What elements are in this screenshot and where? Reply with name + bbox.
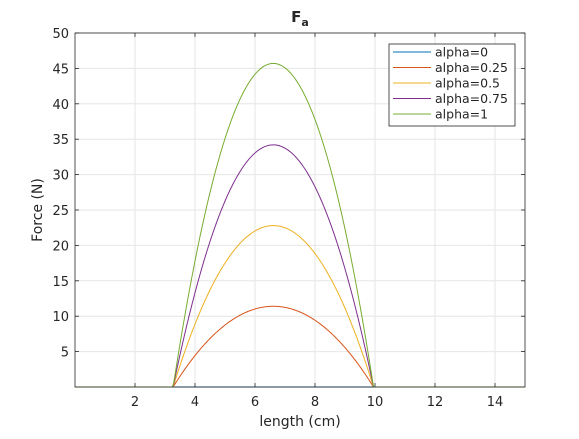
legend-box [388,43,516,127]
title-main: F [291,8,301,26]
legend-label: alpha=1 [435,107,488,122]
x-axis-label: length (cm) [259,414,340,430]
title-subscript: a [301,16,308,29]
legend-label: alpha=0.75 [435,91,508,106]
y-tick-label: 45 [52,62,69,77]
y-tick-label: 10 [52,310,69,325]
x-tick-label: 4 [191,395,199,410]
y-axis-label: Force (N) [30,178,46,242]
y-tick-label: 15 [52,275,69,290]
y-tick-label: 20 [52,239,69,254]
x-tick-label: 12 [427,395,444,410]
y-tick-label: 25 [52,204,69,219]
legend: alpha=0alpha=0.25alpha=0.5alpha=0.75alph… [388,43,516,127]
x-tick-label: 8 [311,395,319,410]
legend-label: alpha=0.5 [435,76,500,91]
legend-label: alpha=0 [435,45,488,60]
y-tick-label: 35 [52,133,69,148]
x-tick-label: 2 [131,395,139,410]
legend-label: alpha=0.25 [435,60,508,75]
chart-title: Fa [291,8,309,29]
y-tick-label: 5 [61,346,69,361]
x-tick-label: 14 [487,395,504,410]
y-tick-label: 50 [52,27,69,42]
x-tick-label: 10 [367,395,384,410]
grid [75,32,525,387]
y-tick-label: 40 [52,98,69,113]
x-tick-label: 6 [251,395,259,410]
axis-ticks: 2 4 6 8 10 12 14 5 10 15 20 25 30 35 40 45 50 [52,27,525,410]
y-tick-label: 30 [52,169,69,184]
